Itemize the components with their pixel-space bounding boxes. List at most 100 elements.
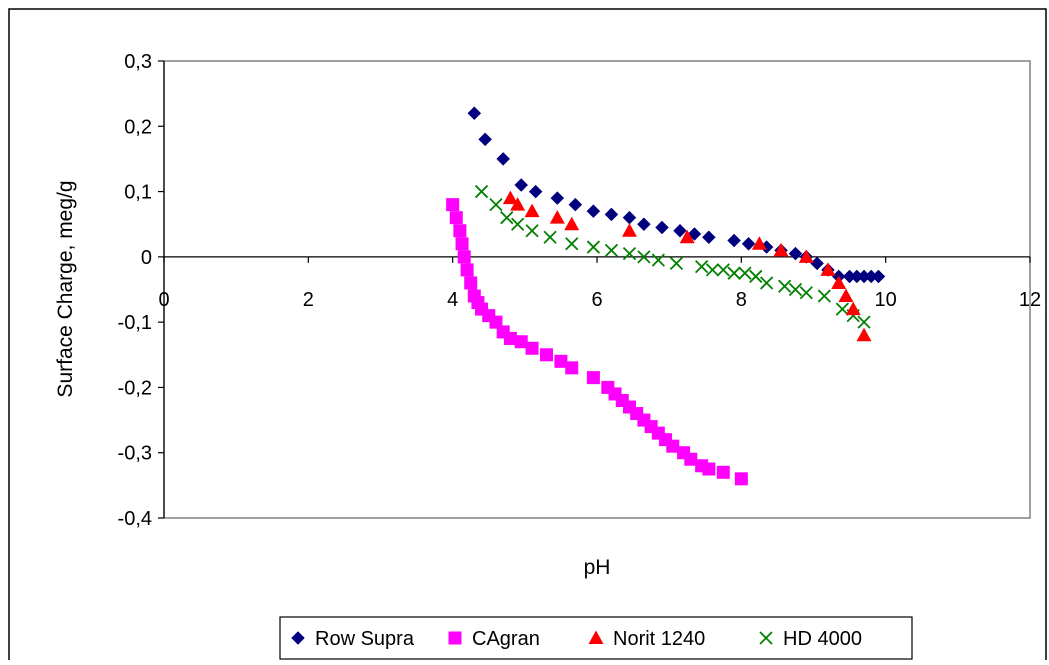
y-tick-label: -0,4	[118, 508, 152, 530]
data-point	[741, 236, 756, 251]
data-point	[568, 197, 583, 212]
data-point	[510, 217, 525, 231]
y-tick-label: 0	[141, 247, 152, 269]
data-point-stroke	[622, 246, 637, 261]
legend-marker	[448, 631, 462, 645]
x-tick-label: 2	[303, 289, 314, 311]
data-point	[637, 217, 651, 232]
data-point	[500, 211, 514, 225]
legend-label: HD 4000	[783, 628, 862, 650]
x-tick-label: 8	[736, 289, 747, 311]
x-tick-label: 10	[875, 289, 897, 311]
legend-label: CAgran	[472, 628, 540, 650]
legend-marker	[588, 630, 604, 644]
data-point	[679, 229, 695, 244]
data-point	[565, 361, 579, 375]
series-norit-1240	[502, 190, 872, 342]
data-point	[503, 331, 517, 345]
data-point	[457, 250, 471, 264]
data-point-stroke	[525, 224, 539, 238]
data-point	[543, 230, 557, 244]
data-point	[695, 260, 709, 274]
data-point-stroke	[749, 269, 763, 284]
legend-marker	[291, 631, 305, 645]
data-point-stroke	[727, 266, 741, 280]
plot-area	[163, 60, 1031, 519]
data-point-stroke	[637, 250, 651, 264]
data-point	[621, 223, 637, 237]
data-point	[716, 263, 730, 277]
data-point-stroke	[565, 237, 579, 251]
data-point-stroke	[857, 315, 871, 329]
data-marks	[446, 106, 886, 486]
data-point	[716, 465, 730, 479]
x-tick-label: 12	[1019, 289, 1041, 311]
data-point	[651, 253, 665, 267]
data-point	[799, 286, 813, 300]
data-point	[514, 178, 529, 192]
legend-marker	[759, 631, 773, 645]
data-point	[514, 335, 528, 349]
series-row-supra	[467, 106, 886, 284]
axes: 0 2 4 6 8 10 12 0,3 0,2 0,1 0 -0,1 -0,2 -0,3 -0,4	[118, 51, 1042, 530]
x-tick-label: 6	[591, 289, 602, 311]
data-point	[489, 315, 503, 329]
data-point	[637, 250, 651, 264]
data-point	[510, 197, 526, 211]
data-point	[525, 224, 539, 238]
data-point	[705, 263, 720, 277]
y-axis-title: Surface Charge, meg/g	[54, 180, 77, 397]
data-point	[554, 354, 568, 368]
data-point-stroke	[651, 253, 665, 267]
data-point	[604, 243, 619, 257]
data-point-stroke	[788, 282, 803, 297]
data-point	[524, 203, 540, 218]
data-point	[856, 327, 872, 342]
data-point	[449, 211, 463, 225]
y-tick-label: 0,2	[124, 116, 152, 138]
data-point	[622, 246, 637, 261]
y-tick-label: -0,3	[118, 443, 152, 465]
legend: Row Supra CAgran Norit 1240 HD 4000	[279, 616, 913, 660]
data-point	[496, 152, 511, 166]
data-point	[586, 204, 601, 219]
data-point	[655, 220, 669, 235]
data-point	[467, 106, 482, 121]
y-tick-label: 0,1	[124, 182, 152, 204]
data-point	[751, 236, 767, 250]
y-tick-label: 0,3	[124, 51, 152, 73]
legend-label: Row Supra	[315, 628, 415, 650]
data-point-stroke	[543, 230, 557, 244]
data-point	[669, 256, 684, 271]
data-point	[857, 315, 871, 329]
data-point	[453, 224, 467, 238]
x-tick-label: 0	[158, 289, 169, 311]
legend-entry: Norit 1240	[588, 628, 705, 650]
data-point	[539, 348, 553, 362]
data-point-stroke	[474, 184, 489, 199]
legend-entry: Row Supra	[291, 628, 415, 650]
data-point-stroke	[716, 263, 730, 277]
data-point	[489, 197, 503, 212]
data-point	[798, 249, 814, 263]
data-point-stroke	[586, 240, 601, 254]
data-point-stroke	[759, 276, 774, 290]
data-point	[460, 263, 474, 277]
data-point	[734, 472, 748, 486]
data-point	[788, 282, 803, 297]
data-point	[550, 191, 565, 205]
data-point	[564, 216, 580, 231]
data-point	[446, 198, 460, 212]
data-point-stroke	[489, 197, 503, 212]
data-point	[474, 184, 489, 199]
legend-entry: CAgran	[448, 628, 540, 650]
data-point	[586, 371, 600, 385]
data-point	[871, 269, 886, 284]
data-point	[528, 184, 543, 199]
data-point	[702, 230, 716, 245]
data-point-stroke	[777, 279, 792, 293]
data-point	[831, 275, 847, 289]
data-point	[820, 262, 836, 276]
data-point	[777, 279, 792, 293]
